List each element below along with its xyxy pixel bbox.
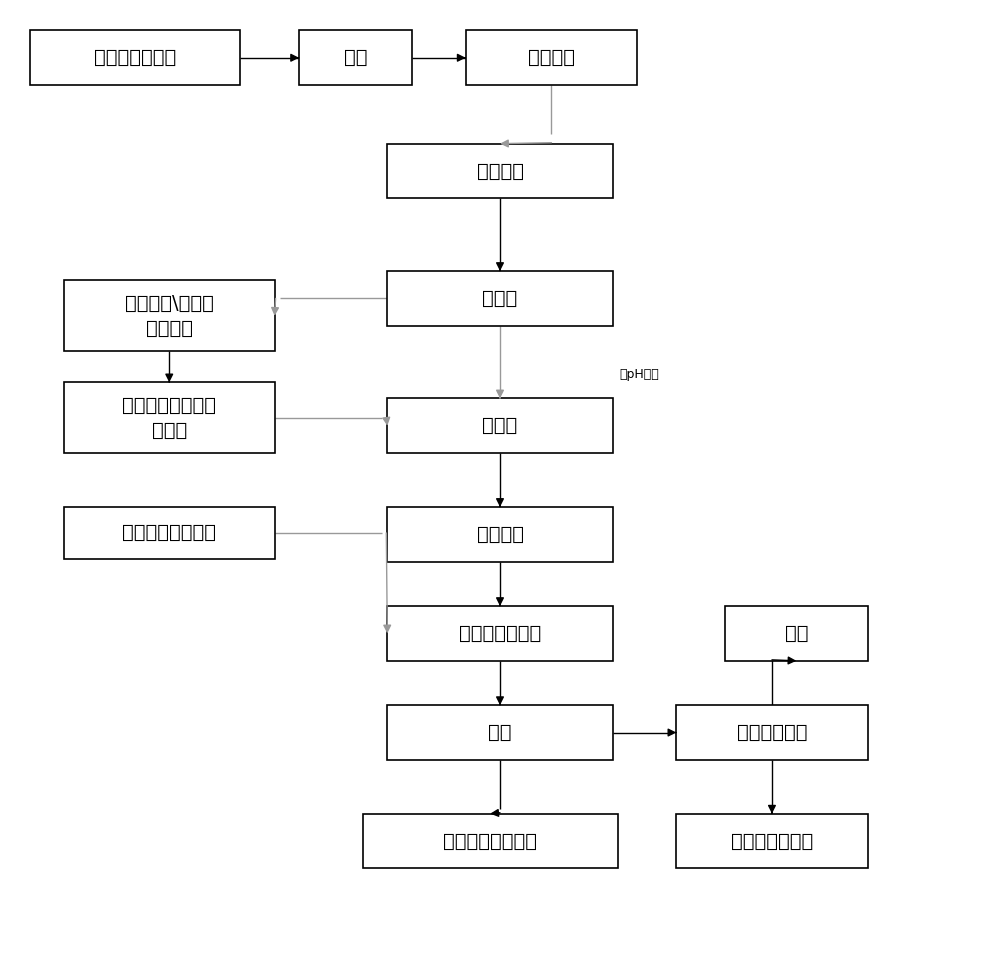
Bar [387, 399, 613, 454]
Text: 木质素成型燃料: 木质素成型燃料 [731, 832, 813, 850]
Text: 调pH稳定: 调pH稳定 [620, 369, 659, 381]
Text: 木质纤维素原料: 木质纤维素原料 [94, 48, 176, 67]
Text: 蒸馏: 蒸馏 [488, 723, 512, 742]
Text: 粉碎: 粉碎 [344, 48, 367, 67]
Text: 乙醇发酵: 乙醇发酵 [477, 525, 524, 544]
Bar [363, 814, 618, 869]
Text: 拜氏梭菌活化培养: 拜氏梭菌活化培养 [122, 524, 216, 542]
Bar [725, 606, 868, 661]
Text: 乙醇、丙酮、丁醇: 乙醇、丙酮、丁醇 [443, 832, 537, 850]
Bar [387, 507, 613, 561]
Text: 纤维素酶和木聚糖
酶发酵: 纤维素酶和木聚糖 酶发酵 [122, 396, 216, 440]
Bar [676, 705, 868, 760]
Text: 纤维素酶\木聚糖
酶诱导物: 纤维素酶\木聚糖 酶诱导物 [125, 294, 214, 338]
Bar [387, 606, 613, 661]
Bar [30, 31, 240, 85]
Bar [299, 31, 412, 85]
Bar [387, 705, 613, 760]
Bar [466, 31, 637, 85]
Text: 预糖化: 预糖化 [482, 416, 518, 435]
Text: 氨法浸泡: 氨法浸泡 [528, 48, 575, 67]
Bar [676, 814, 868, 869]
Text: 沼气: 沼气 [785, 624, 808, 643]
Bar [64, 507, 275, 559]
Bar [64, 280, 275, 351]
Text: 丙酮、丁醇发酵: 丙酮、丁醇发酵 [459, 624, 541, 643]
Bar [387, 143, 613, 198]
Bar [64, 382, 275, 454]
Bar [387, 271, 613, 325]
Text: 蒸汽爆破: 蒸汽爆破 [477, 162, 524, 180]
Text: 爆破渣: 爆破渣 [482, 289, 518, 308]
Text: 废醪固液分离: 废醪固液分离 [737, 723, 807, 742]
